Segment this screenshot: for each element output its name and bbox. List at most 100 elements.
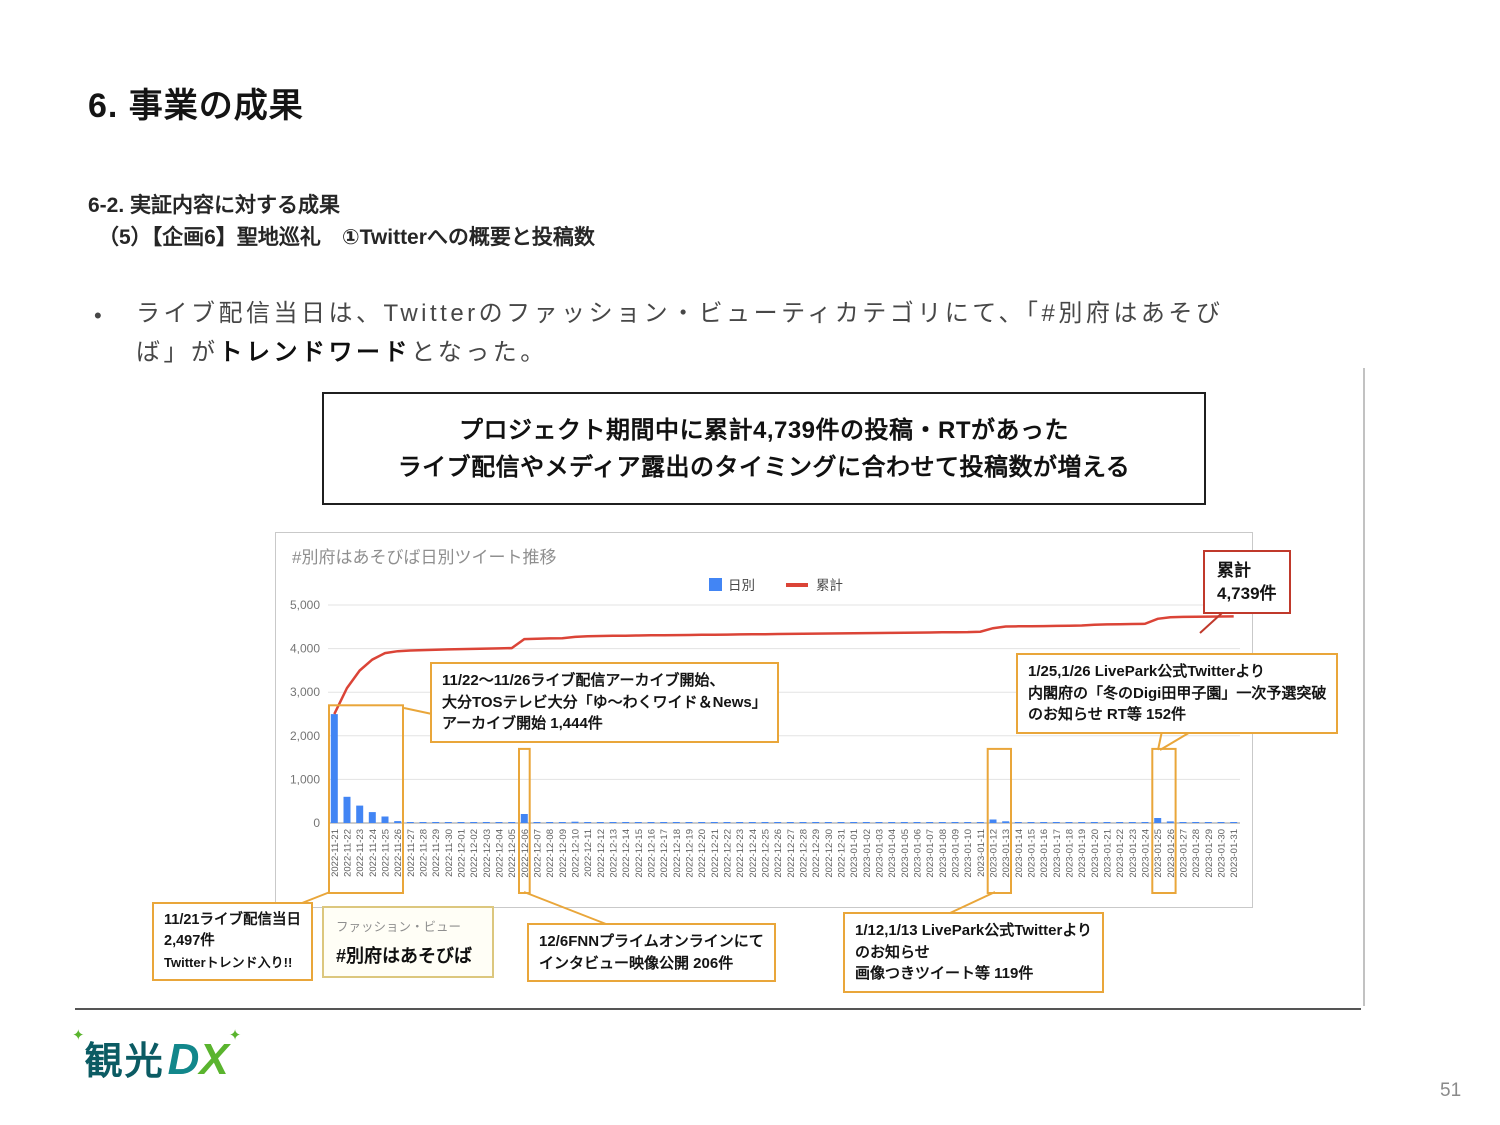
bullet-line2-post: となった。 [411,339,548,366]
daily-bar [660,822,668,823]
x-tick-label: 2023-01-15 [1027,829,1038,878]
twitter-trend-box: ファッション・ビュー #別府はあそびば [322,906,494,978]
daily-bar [1065,822,1073,823]
daily-bar [1052,822,1060,823]
x-tick-label: 2022-12-27 [786,829,797,878]
x-tick-label: 2022-12-25 [761,829,772,878]
daily-bar [748,822,756,823]
right-border-line [1363,368,1365,1006]
callout-fnn: 12/6FNNプライムオンラインにて インタビュー映像公開 206件 [527,923,776,982]
x-tick-label: 2023-01-06 [913,829,924,878]
x-tick-label: 2022-12-18 [672,829,683,878]
x-tick-label: 2022-12-22 [723,829,734,878]
daily-bar [761,822,769,823]
daily-bar [622,822,630,823]
x-tick-label: 2023-01-26 [1166,829,1177,878]
daily-bar [571,821,579,823]
legend-cumulative-swatch [786,583,808,587]
x-tick-label: 2022-12-01 [457,829,468,878]
x-tick-label: 2023-01-12 [989,829,1000,878]
callout-cumulative-total: 累計 4,739件 [1203,550,1291,614]
x-tick-label: 2023-01-02 [862,829,873,878]
x-tick-label: 2022-11-25 [381,829,392,877]
x-tick-label: 2023-01-13 [1001,829,1012,878]
daily-bar [862,822,870,823]
daily-bar [343,796,351,823]
callout-line: 累計 [1217,561,1251,580]
x-tick-label: 2022-12-31 [837,829,848,878]
logo-sparkle-icon: ✦ [72,1027,85,1044]
daily-bar [394,821,402,823]
y-tick-label: 0 [313,816,320,830]
x-tick-label: 2023-01-28 [1191,829,1202,878]
x-tick-label: 2022-11-24 [368,829,379,877]
daily-bar [368,812,376,823]
x-tick-label: 2023-01-10 [963,829,974,878]
daily-bar [913,822,921,823]
callout-archive: 11/22～11/26ライブ配信アーカイブ開始、 大分TOSテレビ大分「ゆ～わく… [430,662,779,743]
x-tick-label: 2023-01-19 [1077,829,1088,878]
x-tick-label: 2022-12-07 [533,829,544,878]
daily-bar [432,822,440,823]
legend-daily-label: 日別 [728,578,755,593]
daily-bar [824,822,832,823]
daily-bar [1230,822,1238,823]
x-tick-label: 2022-12-10 [571,829,582,878]
x-tick-label: 2023-01-31 [1229,829,1240,878]
daily-bar [723,822,731,823]
page-title: 6. 事業の成果 [88,87,304,125]
trend-category: ファッション・ビュー [336,920,462,934]
x-tick-label: 2022-12-24 [748,829,759,878]
daily-bar [799,822,807,823]
callout-line: 11/22～11/26ライブ配信アーカイブ開始、 [442,672,725,689]
x-tick-label: 2023-01-17 [1052,829,1063,878]
daily-bar [444,822,452,823]
daily-bar [774,822,782,823]
daily-bar [1078,822,1086,823]
callout-line: 12/6FNNプライムオンラインにて [539,933,764,950]
bullet-line2-bold: トレンドワード [218,339,411,366]
y-tick-label: 2,000 [290,729,320,743]
headline-box: プロジェクト期間中に累計4,739件の投稿・RTがあった ライブ配信やメディア露… [322,392,1206,505]
logo-kanji: 観光 [84,1041,165,1083]
x-tick-label: 2023-01-22 [1115,829,1126,878]
x-tick-label: 2022-11-26 [393,829,404,877]
daily-bar [976,822,984,823]
x-tick-label: 2022-12-17 [659,829,670,878]
daily-bar [964,822,972,823]
daily-bar [989,819,997,823]
logo-d: D [167,1035,200,1084]
x-tick-label: 2022-12-05 [507,829,518,878]
x-tick-label: 2022-12-02 [469,829,480,878]
callout-livepark-jan25: 1/25,1/26 LivePark公式Twitterより 内閣府の「冬のDig… [1016,653,1339,734]
callout-live-day: 11/21ライブ配信当日 2,497件 Twitterトレンド入り!! [152,902,313,981]
x-tick-label: 2023-01-08 [938,829,949,878]
headline-line2: ライブ配信やメディア露出のタイミングに合わせて投稿数が増える [397,453,1131,481]
daily-bar [900,822,908,823]
daily-bar [1154,818,1162,823]
x-tick-label: 2023-01-07 [925,829,936,878]
x-tick-label: 2022-12-08 [545,829,556,878]
daily-bar [1179,822,1187,823]
callout-line: アーカイブ開始 1,444件 [442,715,603,732]
callout-line: Twitterトレンド入り!! [164,955,293,970]
x-tick-label: 2022-12-03 [482,829,493,878]
y-tick-label: 1,000 [290,772,320,786]
daily-bar [1103,822,1111,823]
trend-hashtag: #別府はあそびば [336,946,473,966]
x-tick-label: 2023-01-27 [1179,829,1190,878]
callout-line: のお知らせ RT等 152件 [1028,706,1187,723]
daily-bar [609,822,617,823]
bullet-line1: ライブ配信当日は、Twitterのファッション・ビューティカテゴリにて、「#別府… [136,300,1224,327]
kankou-dx-logo: ✦観光DX✦ [72,1027,241,1085]
x-tick-label: 2023-01-01 [849,829,860,878]
daily-bar [850,822,858,823]
headline-line1: プロジェクト期間中に累計4,739件の投稿・RTがあった [458,416,1070,444]
callout-line: 2,497件 [164,933,215,949]
daily-bar [1040,822,1048,823]
legend-cumulative-label: 累計 [816,578,843,593]
daily-bar [1217,822,1225,823]
daily-bar [596,822,604,823]
x-tick-label: 2023-01-20 [1090,829,1101,878]
